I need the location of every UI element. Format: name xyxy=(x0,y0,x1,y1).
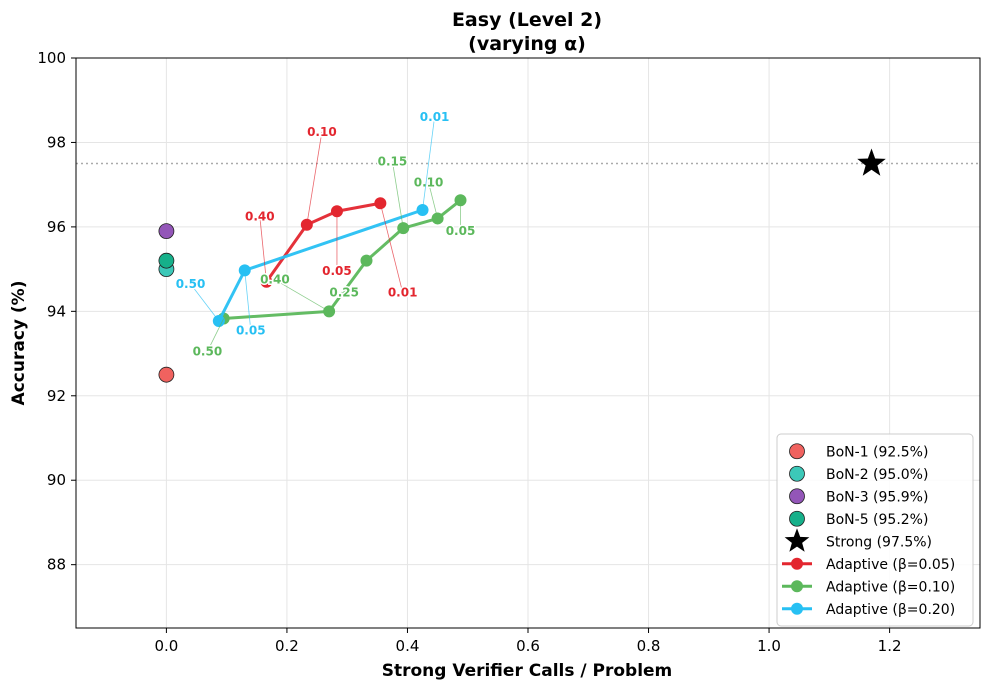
legend-marker xyxy=(791,602,803,615)
x-tick-label: 1.0 xyxy=(757,637,781,655)
axis-ticks: 0.0 0.2 0.4 0.6 0.8 1.0 1.2 88 90 92 94 96 98 100 xyxy=(37,49,901,655)
x-tick-label: 0.8 xyxy=(637,637,661,655)
annotation-leader xyxy=(244,270,252,331)
legend-label: Adaptive (β=0.05) xyxy=(826,557,955,573)
series-line-0 xyxy=(265,201,381,283)
x-tick-label: 0.0 xyxy=(154,637,178,655)
legend-label: BoN-1 (92.5%) xyxy=(826,444,928,460)
legend-label: BoN-2 (95.0%) xyxy=(826,467,928,483)
annotation-leader xyxy=(422,117,435,211)
annotation-label: 0.10 xyxy=(414,176,444,190)
annotation-label: 0.05 xyxy=(236,323,266,337)
y-tick-label: 96 xyxy=(47,218,66,236)
annotation-label: 0.15 xyxy=(378,154,408,168)
annotation-leader xyxy=(428,182,438,219)
legend-marker xyxy=(789,443,805,460)
legend-marker xyxy=(789,465,805,482)
annotation-leader xyxy=(328,292,345,312)
y-tick-label: 88 xyxy=(47,556,66,574)
x-tick-label: 0.4 xyxy=(396,637,420,655)
annotation-label: 0.40 xyxy=(260,273,290,287)
y-tick-label: 90 xyxy=(47,471,66,489)
legend-label: Adaptive (β=0.10) xyxy=(826,579,955,595)
annotation-label: 0.25 xyxy=(329,285,359,299)
legend-marker xyxy=(791,580,803,593)
x-tick-label: 0.6 xyxy=(516,637,540,655)
y-axis-label: Accuracy (%) xyxy=(9,281,29,406)
annotation-leader xyxy=(306,131,323,225)
legend-label: BoN-3 (95.9%) xyxy=(826,489,928,505)
annotation-label: 0.40 xyxy=(245,209,275,223)
y-tick-label: 92 xyxy=(47,387,66,405)
y-tick-label: 94 xyxy=(47,302,66,320)
baseline-point xyxy=(158,223,175,240)
y-tick-label: 100 xyxy=(37,49,66,67)
baseline-point xyxy=(158,366,175,383)
legend-frame xyxy=(776,433,974,627)
annotation-label: 0.50 xyxy=(193,344,223,358)
annotation-label: 0.01 xyxy=(388,285,418,299)
legend-label: Strong (97.5%) xyxy=(826,534,932,550)
annotation-leader xyxy=(392,161,404,229)
chart-title: Easy (Level 2) xyxy=(452,9,602,31)
strong-marker xyxy=(857,148,886,176)
x-tick-label: 0.2 xyxy=(275,637,299,655)
legend-label: BoN-5 (95.2%) xyxy=(826,512,928,528)
legend-marker xyxy=(784,528,810,552)
annotation-label: 0.50 xyxy=(176,277,206,291)
annotation-label: 0.05 xyxy=(446,224,476,238)
annotation-leader xyxy=(207,318,225,352)
chart-subtitle: (varying α) xyxy=(468,33,586,55)
x-axis-label: Strong Verifier Calls / Problem xyxy=(382,661,673,681)
x-tick-label: 1.2 xyxy=(878,637,902,655)
legend-marker xyxy=(789,488,805,505)
annotation-leader xyxy=(190,283,220,322)
annotation-leader xyxy=(259,216,267,282)
y-tick-label: 98 xyxy=(47,133,66,151)
annotation-label: 0.01 xyxy=(420,110,450,124)
annotation-layer: 0.40 0.10 0.05 0.01 0.50 0.40 0.25 0.15 0.10 0.05… xyxy=(174,109,477,360)
legend: BoN-1 (92.5%) BoN-2 (95.0%) BoN-3 (95.9%) B… xyxy=(776,433,974,627)
legend-marker xyxy=(791,557,803,570)
annotation-label: 0.10 xyxy=(307,125,337,139)
legend-marker xyxy=(789,510,805,527)
legend-label: Adaptive (β=0.20) xyxy=(826,602,955,618)
annotation-leader xyxy=(274,279,330,312)
baseline-point xyxy=(158,252,175,269)
annotation-leader xyxy=(379,203,404,293)
annotation-label: 0.05 xyxy=(322,264,352,278)
baseline-layer xyxy=(158,148,886,383)
series-point xyxy=(360,254,373,267)
